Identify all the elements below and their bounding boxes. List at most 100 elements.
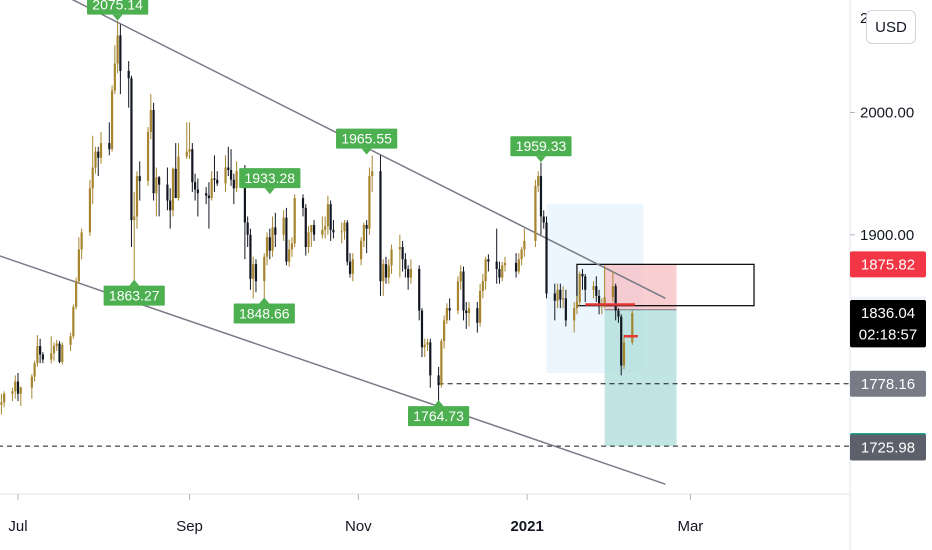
candle-body: [307, 232, 310, 247]
candle-body: [326, 204, 330, 227]
tag-pointer: [361, 148, 372, 155]
candle-body: [426, 342, 429, 345]
candle-body: [539, 176, 543, 217]
candle-body: [77, 249, 80, 282]
candle-body: [80, 232, 83, 250]
tag-pointer: [264, 188, 275, 195]
candle-body: [19, 387, 22, 394]
candle-body: [423, 344, 426, 348]
candle-body: [329, 204, 332, 230]
candle-body: [401, 247, 404, 260]
axis-price-label: [850, 370, 926, 397]
axis-price-label-text: 1875.82: [861, 256, 915, 273]
time-axis[interactable]: Jul Sep Nov 2021 Mar: [8, 494, 703, 535]
candle-body: [523, 240, 526, 250]
candle-body: [33, 363, 36, 377]
candle-body: [348, 261, 352, 274]
candle-body: [149, 110, 152, 133]
channel-trend-line: [0, 255, 666, 485]
candle-body: [193, 182, 197, 190]
candle-body: [252, 264, 255, 279]
candle-body: [332, 229, 335, 233]
candle-body: [133, 216, 136, 221]
candle-body: [351, 259, 354, 274]
candle-body: [371, 171, 374, 177]
candle-body: [611, 286, 615, 298]
candle-body: [553, 293, 556, 301]
candle-body: [324, 226, 327, 230]
candle-body: [249, 234, 252, 279]
candle-body: [390, 249, 393, 266]
target-zone: [604, 309, 677, 447]
candle-body: [185, 151, 188, 157]
time-tick-label: Nov: [345, 518, 372, 535]
candle-body: [484, 259, 487, 282]
candle-body: [514, 262, 518, 272]
candle-body: [564, 298, 567, 321]
candle-body: [437, 375, 440, 386]
candle-body: [398, 247, 401, 250]
candle-body: [517, 259, 520, 272]
candle-body: [478, 291, 482, 323]
candle-body: [55, 343, 58, 347]
candle-body: [592, 286, 595, 290]
price-labels-layer: 1875.821838.721836.0402:18:571778.161727…: [850, 251, 926, 461]
candle-body: [343, 222, 346, 232]
candles-layer: [0, 20, 634, 415]
candle-body: [75, 281, 78, 307]
candle-body: [282, 217, 285, 235]
axis-price-label: [850, 251, 926, 278]
candle-body: [581, 273, 584, 277]
candle-body: [110, 90, 114, 150]
candle-body: [227, 167, 230, 170]
candle-body: [271, 227, 274, 251]
tag-text: 1863.27: [109, 288, 160, 304]
candle-body: [440, 341, 443, 386]
rectangle-drawing: [576, 263, 755, 307]
candle-body: [368, 176, 371, 229]
tag-pointer: [112, 14, 123, 21]
candle-body: [72, 306, 75, 337]
candle-body: [61, 344, 64, 362]
candle-body: [196, 189, 199, 194]
currency-button[interactable]: USD: [866, 10, 916, 44]
tag-text: 1965.55: [341, 131, 392, 147]
candle-body: [224, 167, 227, 184]
candle-body: [158, 177, 161, 185]
candle-body: [210, 178, 213, 199]
position-lines-layer: [585, 303, 638, 338]
candle-body: [456, 281, 460, 311]
candle-body: [597, 295, 601, 305]
price-tick-label: 1900.00: [860, 227, 914, 244]
candle-body: [418, 269, 421, 311]
candle-body: [556, 289, 559, 301]
candle-body: [127, 70, 130, 79]
candle-body: [465, 310, 468, 314]
axis-price-label-text: 1725.98: [861, 440, 915, 457]
price-annotation-tag: [87, 0, 149, 15]
candle-body: [409, 269, 413, 278]
candle-body: [254, 264, 258, 282]
candle-body: [459, 271, 462, 282]
candle-body: [94, 151, 97, 168]
price-tick-label: 2000.00: [860, 104, 914, 121]
candle-body: [365, 224, 368, 229]
candle-body: [155, 177, 158, 194]
candle-body: [138, 176, 141, 181]
zones-layer: [546, 204, 755, 447]
candle-body: [146, 132, 150, 181]
price-axis[interactable]: 1900.00 2000.00 2: [850, 10, 914, 244]
candle-body: [360, 240, 363, 260]
candle-body: [420, 310, 424, 348]
axis-price-label-text: 02:18:57: [859, 326, 917, 343]
candle-body: [169, 200, 172, 211]
candle-body: [177, 156, 180, 199]
candle-body: [91, 167, 94, 189]
candle-body: [340, 231, 343, 233]
candle-body: [445, 308, 448, 321]
candle-body: [622, 342, 626, 366]
time-tick-label: Jul: [8, 518, 27, 535]
candle-body: [285, 217, 288, 262]
candle-body: [30, 376, 33, 388]
